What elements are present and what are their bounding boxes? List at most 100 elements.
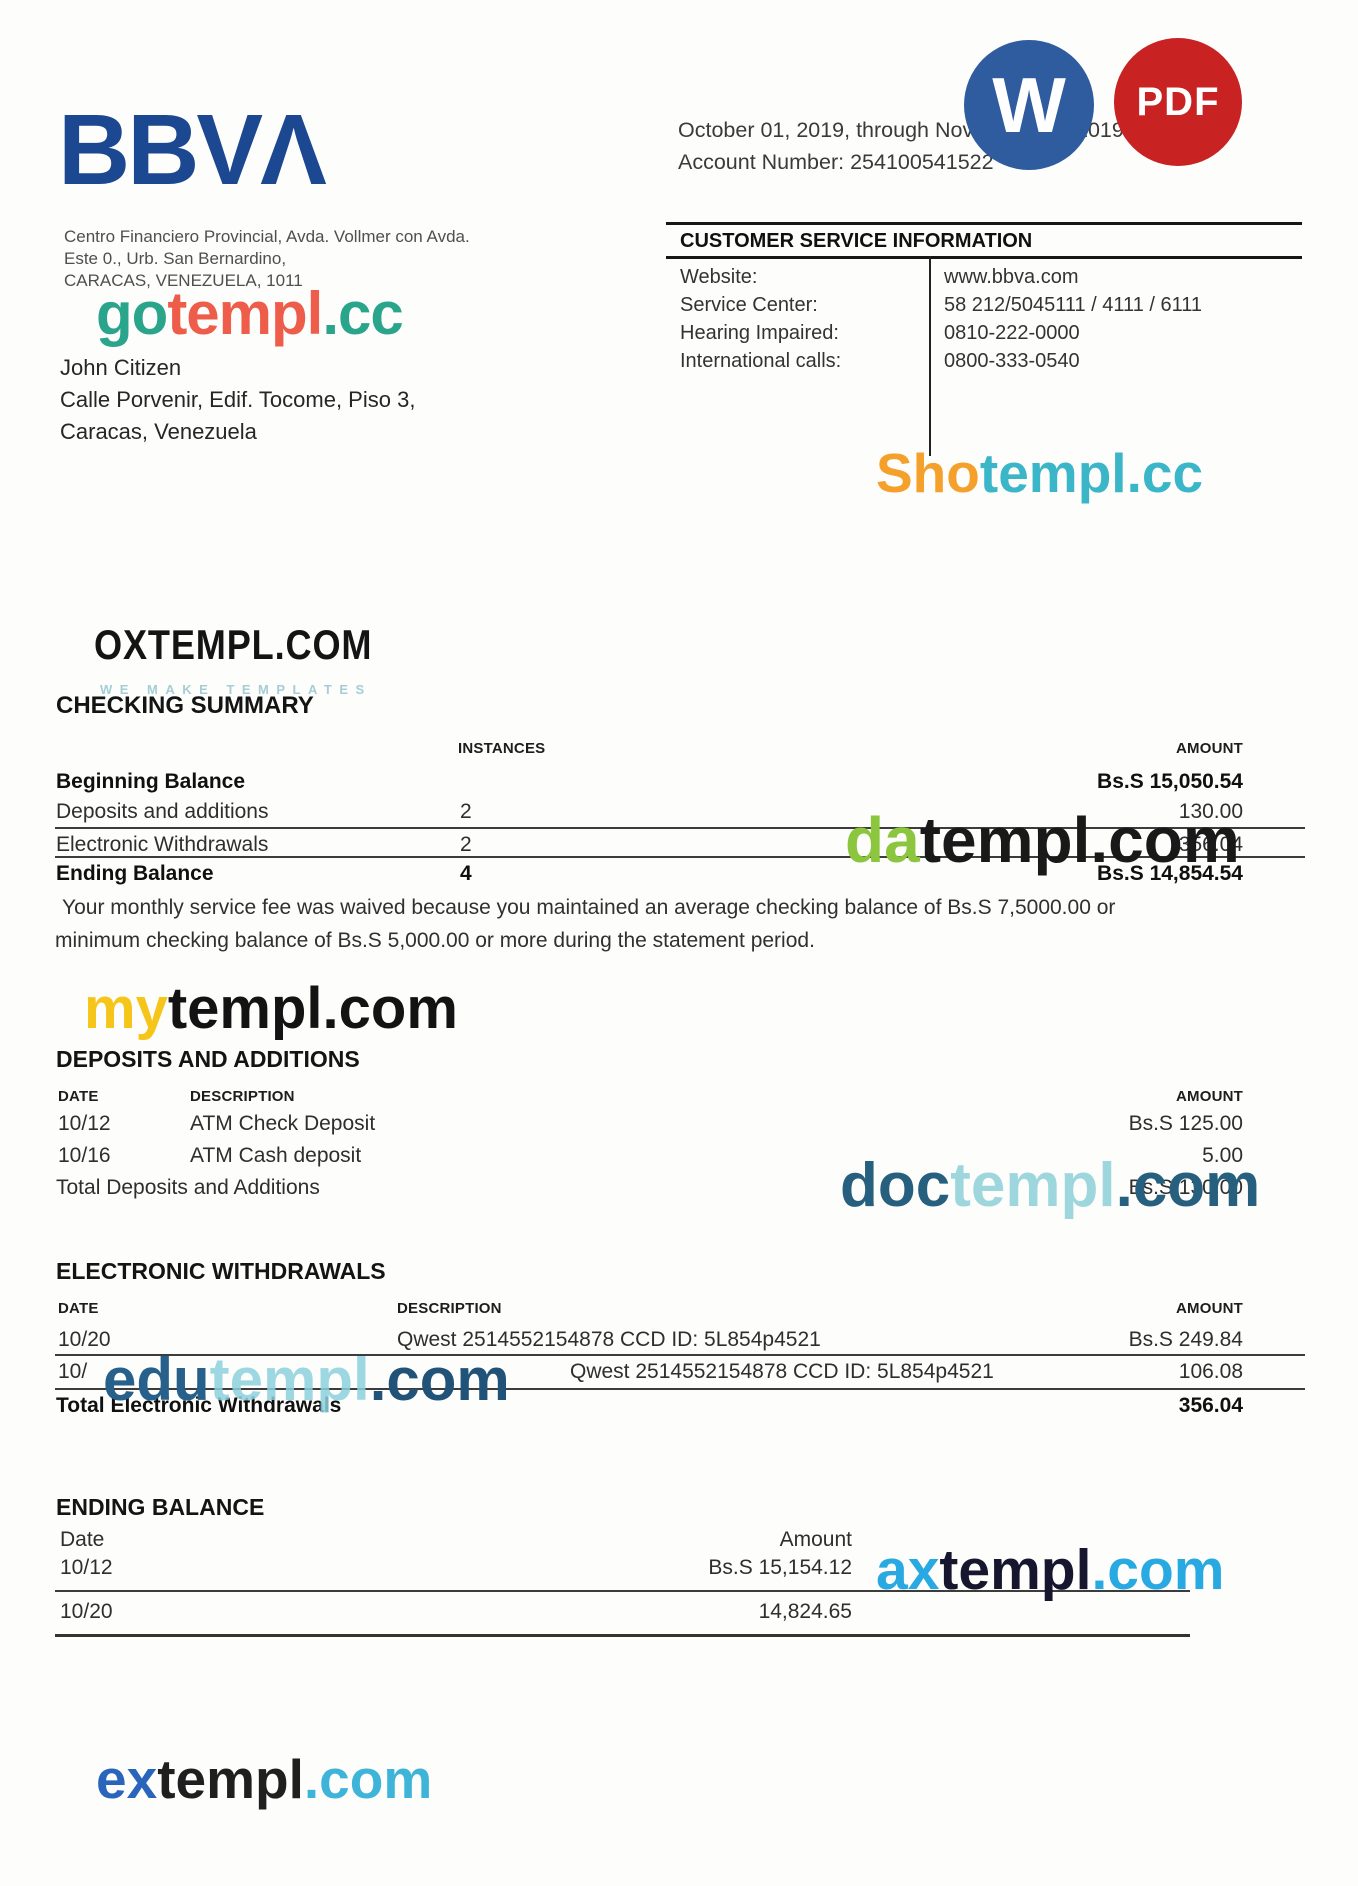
watermark-text: da	[845, 804, 920, 876]
deposit-row-date: 10/12	[58, 1112, 111, 1135]
cs-row-label: Service Center:	[680, 294, 818, 316]
date-column-header: Date	[60, 1528, 105, 1551]
bbva-logo: BBVΛ	[58, 94, 327, 206]
withdrawal-row-amount: Bs.S 249.84	[1128, 1328, 1243, 1351]
recipient-name: John Citizen	[60, 355, 182, 380]
amount-column-header: AMOUNT	[1175, 740, 1243, 757]
summary-row-instances: 4	[460, 862, 472, 885]
cs-row-label: Website:	[680, 266, 758, 288]
ending-balance-title: ENDING BALANCE	[56, 1494, 265, 1520]
watermark-text: ax	[876, 1538, 940, 1602]
amount-column-header: AMOUNT	[1175, 1088, 1243, 1105]
cs-row-value: 0810-222-0000	[944, 322, 1080, 344]
watermark-oxtempl: OXTEMPL.COM	[94, 621, 373, 668]
summary-rule	[55, 856, 1305, 858]
watermark-text: my	[84, 976, 168, 1041]
watermark-extempl: extempl.com	[96, 1752, 432, 1807]
watermark-text: templ	[157, 1748, 304, 1810]
summary-row-amount: Bs.S 15,050.54	[1097, 770, 1243, 793]
bank-address-line: CARACAS, VENEZUELA, 1011	[64, 271, 303, 290]
cs-row-label: International calls:	[680, 350, 842, 372]
amount-column-header: AMOUNT	[1175, 1300, 1243, 1317]
watermark-gotempl: gotempl.cc	[96, 284, 404, 344]
recipient-address: John Citizen Calle Porvenir, Edif. Tocom…	[60, 352, 415, 448]
fee-waiver-note-line2: minimum checking balance of Bs.S 5,000.0…	[55, 929, 815, 952]
watermark-axtempl: axtempl.com	[876, 1542, 1224, 1599]
watermark-mytempl: mytempl.com	[84, 980, 458, 1038]
checking-summary-title: CHECKING SUMMARY	[56, 692, 314, 719]
cs-row-value: 0800-333-0540	[944, 350, 1080, 372]
watermark-text: templ	[167, 280, 323, 347]
deposit-row-amount: Bs.S 125.00	[1128, 1112, 1243, 1135]
withdrawals-total-amount: 356.04	[1178, 1394, 1243, 1417]
deposit-row-description: ATM Check Deposit	[190, 1112, 376, 1135]
watermark-text: templ	[939, 1538, 1092, 1602]
recipient-address-line: Caracas, Venezuela	[60, 419, 257, 444]
watermark-datempl: datempl.com	[845, 808, 1240, 872]
watermark-text: doc	[840, 1151, 951, 1220]
word-file-badge[interactable]: W	[964, 40, 1094, 170]
cs-table-title: CUSTOMER SERVICE INFORMATION	[680, 230, 1033, 252]
cs-row-value: 58 212/5045111 / 4111 / 6111	[944, 294, 1203, 316]
withdrawals-total-label: Total Electronic Withdrawals	[56, 1394, 342, 1417]
ending-balance-rule	[55, 1590, 1190, 1592]
description-column-header: DESCRIPTION	[397, 1300, 502, 1317]
summary-row-instances: 2	[460, 833, 472, 856]
watermark-text: templ.com	[167, 976, 458, 1041]
withdrawal-row-date: 10/20	[58, 1328, 111, 1351]
recipient-address-line: Calle Porvenir, Edif. Tocome, Piso 3,	[60, 387, 416, 412]
date-column-header: DATE	[58, 1088, 99, 1105]
watermark-edutempl: edutempl.com	[103, 1350, 510, 1410]
fee-waiver-note-line1: Your monthly service fee was waived beca…	[62, 896, 1116, 919]
watermark-text: templ	[209, 1346, 370, 1413]
account-number-label: Account Number:	[678, 150, 845, 174]
instances-column-header: INSTANCES	[458, 740, 546, 757]
deposits-title: DEPOSITS AND ADDITIONS	[56, 1046, 360, 1072]
summary-row-amount: 130.00	[1178, 800, 1243, 823]
bank-address-line: Centro Financiero Provincial, Avda. Voll…	[64, 227, 470, 246]
account-number-value: 254100541522	[850, 150, 994, 174]
watermark-text: templ.cc	[979, 442, 1204, 504]
summary-row-amount: 356.04	[1178, 833, 1243, 856]
deposits-total-label: Total Deposits and Additions	[56, 1176, 320, 1199]
bank-address: Centro Financiero Provincial, Avda. Voll…	[64, 226, 470, 292]
watermark-doctempl: doctempl.com	[840, 1155, 1260, 1217]
cs-table-divider	[929, 256, 931, 456]
withdrawals-rule	[55, 1388, 1305, 1390]
ending-balance-row-amount: 14,824.65	[758, 1600, 852, 1623]
deposits-total-amount: Bs.S 130.00	[1128, 1176, 1243, 1199]
ending-balance-row-date: 10/20	[60, 1600, 113, 1623]
summary-row-label: Electronic Withdrawals	[56, 833, 269, 856]
withdrawal-row-date: 10/	[58, 1360, 88, 1383]
word-icon: W	[992, 60, 1066, 149]
withdrawal-row-amount: 106.08	[1178, 1360, 1243, 1383]
cs-table-top-rule	[666, 222, 1302, 225]
watermark-text: go	[96, 280, 168, 347]
watermark-shotempl: Shotempl.cc	[876, 446, 1203, 501]
watermark-text: Sho	[876, 442, 980, 504]
summary-row-instances: 2	[460, 800, 472, 823]
pdf-icon: PDF	[1136, 79, 1220, 124]
cs-row-label: Hearing Impaired:	[680, 322, 839, 344]
cs-row-value: www.bbva.com	[944, 266, 1079, 288]
watermark-text: .com	[369, 1346, 510, 1413]
deposit-row-amount: 5.00	[1202, 1144, 1243, 1167]
description-column-header: DESCRIPTION	[190, 1088, 295, 1105]
ending-balance-row-amount: Bs.S 15,154.12	[708, 1556, 852, 1579]
ending-balance-row-date: 10/12	[60, 1556, 113, 1579]
withdrawals-rule	[55, 1354, 1305, 1356]
summary-row-label: Beginning Balance	[56, 770, 246, 793]
summary-row-label: Deposits and additions	[56, 800, 269, 823]
date-column-header: DATE	[58, 1300, 99, 1317]
ending-balance-rule	[55, 1634, 1190, 1637]
account-number: Account Number: 254100541522	[678, 150, 994, 175]
deposit-row-date: 10/16	[58, 1144, 111, 1167]
amount-column-header: Amount	[779, 1528, 852, 1551]
withdrawal-row-description: Qwest 2514552154878 CCD ID: 5L854p4521	[397, 1328, 821, 1351]
watermark-oxtempl-subtitle: WE MAKE TEMPLATES	[100, 682, 372, 697]
watermark-text: .com	[1091, 1538, 1225, 1602]
pdf-file-badge[interactable]: PDF	[1114, 38, 1242, 166]
watermark-text: .cc	[322, 280, 403, 347]
cs-table-header-rule	[666, 256, 1302, 259]
